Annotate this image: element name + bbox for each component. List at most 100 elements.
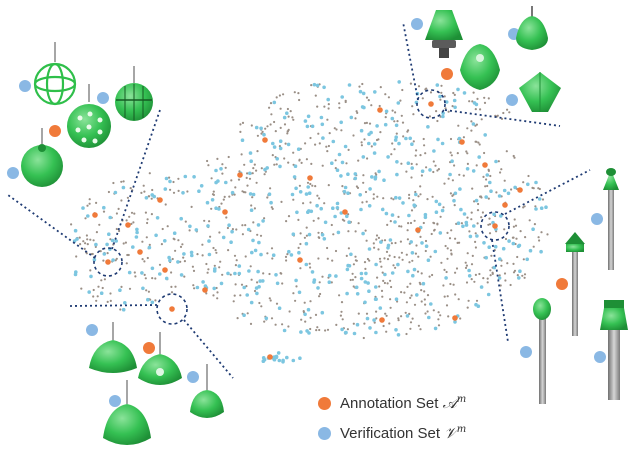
background-point <box>78 236 81 239</box>
background-point <box>380 289 384 292</box>
verification-point <box>412 267 417 272</box>
background-point <box>221 273 224 276</box>
background-point <box>122 242 125 245</box>
verification-point <box>276 351 281 355</box>
background-point <box>534 205 537 208</box>
background-point <box>330 223 333 227</box>
background-point <box>433 229 436 232</box>
background-point <box>409 327 412 330</box>
verification-point <box>333 214 337 219</box>
background-point <box>250 124 253 127</box>
background-point <box>439 215 442 218</box>
background-point <box>370 145 373 148</box>
background-point <box>174 285 177 288</box>
background-point <box>182 256 185 259</box>
background-point <box>270 206 273 209</box>
verification-point <box>484 195 489 199</box>
background-point <box>376 195 379 198</box>
verification-point <box>121 307 126 312</box>
background-point <box>486 277 489 280</box>
verification-point <box>242 313 246 318</box>
background-point <box>253 289 257 293</box>
background-point <box>428 115 431 118</box>
background-point <box>340 129 343 132</box>
verification-point <box>340 160 345 165</box>
verification-point <box>347 264 352 268</box>
verification-point <box>393 220 397 224</box>
verification-point <box>407 213 411 218</box>
background-point <box>316 194 319 197</box>
verification-point <box>320 122 325 127</box>
background-point <box>215 286 218 290</box>
background-point <box>477 141 480 144</box>
background-point <box>406 238 409 241</box>
verification-point <box>471 122 476 126</box>
annotation-point <box>415 227 421 233</box>
background-point <box>352 285 355 288</box>
background-point <box>424 239 428 243</box>
background-point <box>465 264 468 267</box>
background-point <box>431 195 434 198</box>
background-point <box>368 259 371 262</box>
background-point <box>470 129 473 132</box>
background-point <box>385 250 389 253</box>
background-point <box>305 158 308 161</box>
background-point <box>466 127 469 130</box>
background-point <box>232 300 235 303</box>
background-point <box>374 295 377 298</box>
verification-point <box>395 160 399 164</box>
background-point <box>417 195 420 198</box>
background-point <box>274 323 277 326</box>
annotation-point <box>452 315 458 321</box>
verification-point <box>441 114 445 119</box>
annotation-point <box>377 107 383 113</box>
background-point <box>100 279 103 282</box>
background-point <box>244 224 247 227</box>
background-point <box>397 319 400 322</box>
background-point <box>382 324 385 328</box>
annotation-superscript: m <box>456 394 467 405</box>
verification-point <box>304 192 309 196</box>
background-point <box>383 239 387 242</box>
annotation-point <box>222 209 228 215</box>
background-point <box>218 266 221 269</box>
background-point <box>235 259 238 262</box>
background-point <box>338 102 341 105</box>
background-point <box>516 274 519 277</box>
verification-point <box>310 270 315 274</box>
background-point <box>470 211 473 214</box>
background-point <box>401 258 404 261</box>
verification-point <box>501 246 506 251</box>
verification-point <box>278 164 282 169</box>
background-point <box>292 118 295 121</box>
background-point <box>280 200 283 203</box>
background-point <box>537 187 540 190</box>
background-point <box>470 263 474 266</box>
background-point <box>459 317 462 320</box>
verification-point <box>361 155 366 159</box>
background-point <box>432 170 435 174</box>
verification-point <box>343 185 348 190</box>
background-point <box>214 249 217 252</box>
lamp-group-top-right <box>411 6 561 112</box>
background-point <box>466 306 469 309</box>
verification-point <box>207 239 211 243</box>
connector-line <box>69 304 158 307</box>
verification-point <box>345 267 350 272</box>
background-point <box>406 229 409 232</box>
background-point <box>319 292 322 296</box>
background-point <box>222 198 225 201</box>
verification-point <box>248 192 253 196</box>
verification-point <box>458 187 462 191</box>
background-point <box>309 201 312 204</box>
verification-point <box>248 171 252 176</box>
verification-point <box>92 257 97 262</box>
background-point <box>422 137 425 141</box>
verification-point <box>440 141 445 146</box>
background-point <box>419 193 422 196</box>
background-point <box>464 261 467 264</box>
verification-point <box>121 185 126 190</box>
verification-point <box>221 235 226 240</box>
verification-point <box>295 210 299 215</box>
verification-point <box>245 293 249 297</box>
